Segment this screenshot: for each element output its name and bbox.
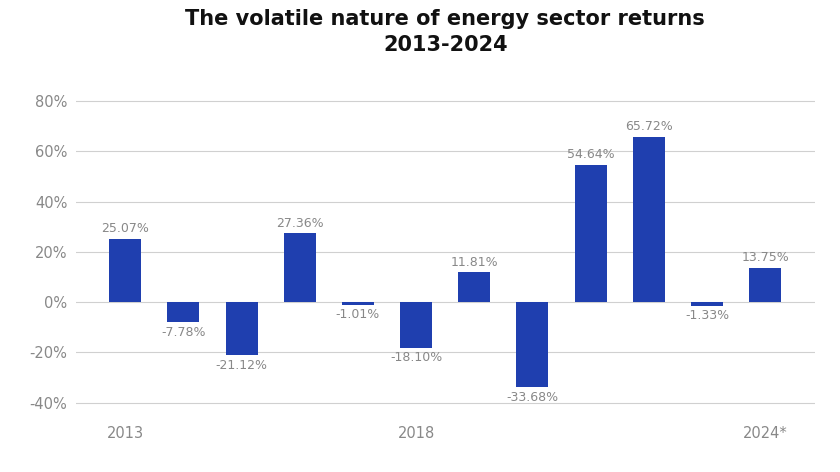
- Bar: [517, 302, 549, 387]
- Text: -21.12%: -21.12%: [216, 359, 268, 372]
- Text: 25.07%: 25.07%: [102, 222, 150, 236]
- Text: -7.78%: -7.78%: [161, 326, 206, 338]
- Bar: [400, 302, 432, 348]
- Bar: [226, 302, 258, 355]
- Title: The volatile nature of energy sector returns
2013-2024: The volatile nature of energy sector ret…: [186, 9, 705, 55]
- Bar: [691, 302, 723, 305]
- Bar: [459, 272, 491, 302]
- Text: -1.33%: -1.33%: [685, 309, 729, 322]
- Text: -1.01%: -1.01%: [336, 309, 380, 321]
- Bar: [749, 268, 781, 302]
- Bar: [284, 233, 316, 302]
- Bar: [633, 137, 664, 302]
- Text: 65.72%: 65.72%: [625, 120, 673, 133]
- Text: 54.64%: 54.64%: [567, 148, 615, 161]
- Bar: [342, 302, 374, 305]
- Text: -33.68%: -33.68%: [507, 391, 559, 404]
- Bar: [109, 239, 141, 302]
- Text: 13.75%: 13.75%: [742, 251, 789, 264]
- Bar: [167, 302, 199, 322]
- Text: -18.10%: -18.10%: [390, 352, 442, 364]
- Text: 27.36%: 27.36%: [276, 217, 323, 229]
- Text: 11.81%: 11.81%: [450, 256, 498, 269]
- Bar: [575, 165, 606, 302]
